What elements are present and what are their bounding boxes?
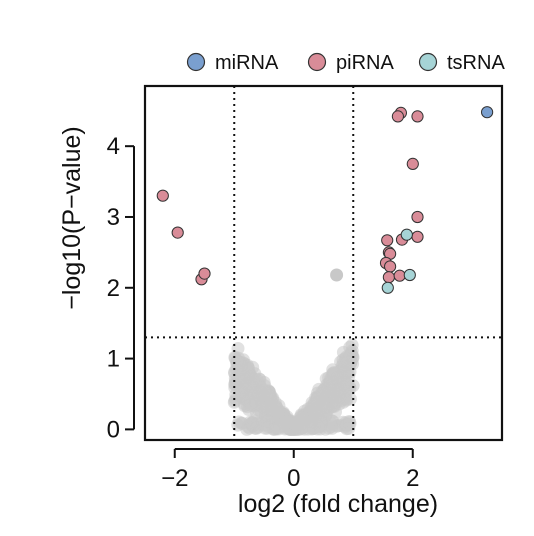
y-tick-label: 0 [107,416,120,443]
background-point [307,404,321,418]
tsRNA-point [403,268,416,282]
legend-marker-tsRNA [418,52,438,72]
background-point [340,418,354,432]
y-tick-label: 1 [107,346,120,373]
piRNA-point [411,110,424,123]
piRNA-point [391,110,404,123]
piRNA-point [156,189,169,202]
background-point [281,415,294,429]
piRNA-point [382,271,395,284]
tsRNA-point [400,228,413,241]
data-points [156,106,494,294]
background-point [244,376,258,390]
y-tick-label: 2 [107,275,120,302]
background-point [270,421,284,435]
background-point [243,398,257,412]
miRNA-point [481,106,494,119]
legend-label-tsRNA: tsRNA [447,52,505,74]
plot-frame [143,84,504,442]
threshold-lines [145,86,502,440]
background-point-cloud [227,338,360,436]
background-point [326,363,340,377]
background-point [243,415,257,429]
piRNA-point [411,230,424,243]
legend: miRNA piRNA tsRNA [186,52,505,74]
background-point [228,394,242,408]
legend-label-piRNA: piRNA [336,52,394,74]
background-point [316,386,330,400]
background-point [252,385,266,399]
piRNA-point [406,157,419,170]
piRNA-point [384,260,397,273]
axes: −2 0 2 0 1 2 3 4 [107,133,420,492]
legend-label-miRNA: miRNA [215,52,279,74]
background-point [331,388,345,402]
piRNA-point [381,234,394,247]
piRNA-point [198,267,211,280]
piRNA-point [171,226,184,239]
background-point [324,420,338,434]
background-point [330,268,344,282]
x-tick-label: 2 [406,465,419,492]
x-tick-label: −2 [161,465,188,492]
y-tick-label: 3 [107,204,120,231]
legend-marker-piRNA [307,52,327,72]
legend-marker-miRNA [186,52,206,72]
y-axis-label: −log10(P−value) [58,126,86,309]
piRNA-point [393,269,406,282]
background-point [234,384,248,398]
y-tick-label: 4 [107,133,120,160]
x-tick-label: 0 [287,465,300,492]
background-point [314,414,328,428]
piRNA-point [411,210,424,224]
x-axis-label: log2 (fold change) [238,490,438,518]
background-point [318,400,332,414]
background-point [338,365,352,379]
tsRNA-point [381,281,394,294]
background-point [242,362,256,376]
background-point [294,417,308,431]
